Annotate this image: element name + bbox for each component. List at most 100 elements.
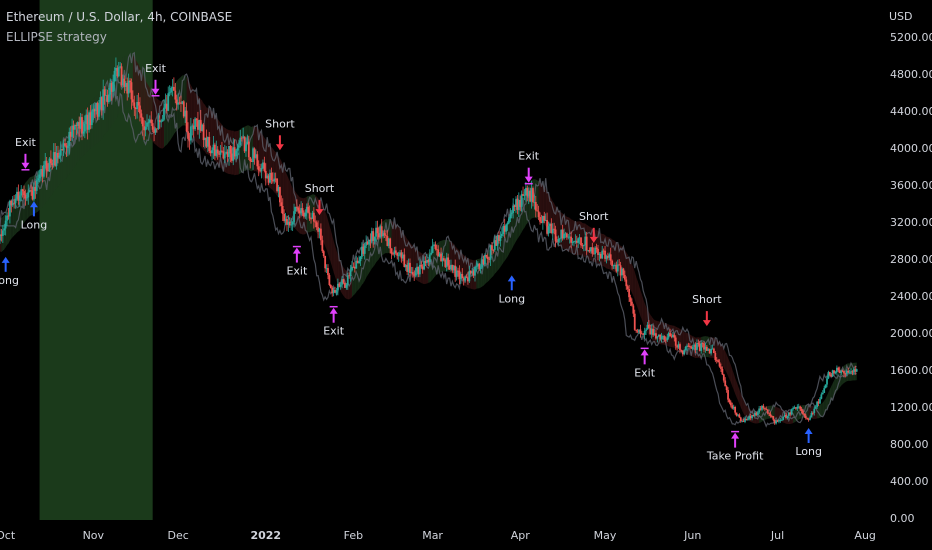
- candle[interactable]: [226, 151, 229, 157]
- candle[interactable]: [271, 180, 274, 182]
- candle[interactable]: [551, 228, 554, 234]
- candle[interactable]: [582, 245, 585, 247]
- candle[interactable]: [483, 255, 486, 265]
- candle[interactable]: [493, 240, 496, 250]
- candle[interactable]: [816, 401, 819, 408]
- candle[interactable]: [581, 245, 584, 247]
- candle[interactable]: [117, 67, 120, 77]
- candle[interactable]: [851, 371, 854, 373]
- candle[interactable]: [807, 419, 810, 421]
- y-tick-label[interactable]: 3200.00: [890, 216, 932, 229]
- candle[interactable]: [684, 346, 687, 351]
- candle[interactable]: [232, 147, 235, 161]
- candle[interactable]: [496, 235, 499, 246]
- candle[interactable]: [25, 197, 28, 199]
- candle[interactable]: [486, 256, 489, 260]
- candle[interactable]: [672, 334, 674, 338]
- candle[interactable]: [498, 235, 500, 241]
- candle[interactable]: [394, 250, 397, 254]
- candle[interactable]: [124, 83, 127, 87]
- candle[interactable]: [796, 406, 799, 409]
- candle[interactable]: [47, 170, 49, 172]
- candle[interactable]: [458, 270, 461, 280]
- candle[interactable]: [341, 279, 344, 285]
- candle[interactable]: [336, 283, 339, 291]
- signal-label[interactable]: Exit: [15, 136, 37, 149]
- candle[interactable]: [855, 369, 858, 372]
- candle[interactable]: [181, 101, 184, 104]
- candle[interactable]: [368, 239, 370, 245]
- y-tick-label[interactable]: 0.00: [890, 512, 915, 525]
- candle[interactable]: [219, 150, 222, 155]
- candle[interactable]: [86, 115, 89, 130]
- candle[interactable]: [213, 144, 216, 156]
- candle[interactable]: [797, 406, 800, 408]
- x-tick-label[interactable]: Jun: [683, 529, 701, 542]
- candle[interactable]: [37, 178, 40, 181]
- x-tick-label[interactable]: Apr: [511, 529, 531, 542]
- signal-exit-up[interactable]: Exit: [634, 347, 656, 379]
- signal-label[interactable]: Exit: [145, 62, 167, 75]
- candle[interactable]: [834, 371, 837, 374]
- candle[interactable]: [724, 380, 727, 387]
- candle[interactable]: [686, 345, 688, 347]
- candle[interactable]: [69, 131, 72, 137]
- candle[interactable]: [615, 264, 618, 272]
- candle[interactable]: [590, 247, 592, 252]
- candle[interactable]: [167, 93, 170, 111]
- signal-label[interactable]: Long: [0, 274, 19, 287]
- candle[interactable]: [717, 360, 720, 363]
- candle[interactable]: [310, 218, 312, 220]
- candle[interactable]: [202, 124, 205, 141]
- candle[interactable]: [790, 409, 793, 415]
- candle[interactable]: [257, 166, 260, 171]
- candle[interactable]: [79, 117, 82, 129]
- candle[interactable]: [273, 178, 276, 182]
- x-tick-label[interactable]: Jul: [770, 529, 784, 542]
- candle[interactable]: [215, 149, 218, 156]
- candle[interactable]: [843, 371, 845, 374]
- candle[interactable]: [123, 78, 126, 87]
- candle[interactable]: [206, 137, 209, 147]
- signal-long[interactable]: Long: [498, 275, 525, 305]
- candle[interactable]: [201, 124, 204, 131]
- candle[interactable]: [515, 199, 517, 207]
- candle[interactable]: [656, 336, 659, 339]
- candle[interactable]: [185, 110, 188, 132]
- candle[interactable]: [679, 344, 681, 351]
- candle[interactable]: [238, 145, 240, 148]
- candle[interactable]: [499, 236, 502, 241]
- y-tick-label[interactable]: 1200.00: [890, 401, 932, 414]
- candle[interactable]: [667, 333, 670, 338]
- candle[interactable]: [423, 260, 426, 270]
- candle[interactable]: [819, 398, 821, 404]
- candle[interactable]: [718, 362, 721, 367]
- candle[interactable]: [160, 121, 163, 123]
- candle[interactable]: [322, 251, 325, 256]
- candle[interactable]: [623, 274, 626, 280]
- candle[interactable]: [321, 240, 324, 252]
- candle[interactable]: [746, 419, 749, 421]
- candle[interactable]: [503, 225, 506, 232]
- candle[interactable]: [361, 246, 363, 257]
- candle[interactable]: [68, 131, 71, 147]
- candle[interactable]: [500, 234, 503, 237]
- candle[interactable]: [714, 353, 717, 361]
- candle[interactable]: [396, 253, 399, 256]
- signal-long[interactable]: Long: [0, 256, 19, 287]
- candle[interactable]: [739, 417, 742, 422]
- candle[interactable]: [741, 421, 744, 422]
- candle[interactable]: [75, 125, 78, 127]
- candle[interactable]: [440, 253, 442, 262]
- candle[interactable]: [304, 212, 307, 217]
- candle[interactable]: [242, 136, 245, 138]
- candle[interactable]: [55, 152, 58, 166]
- candle[interactable]: [587, 249, 589, 251]
- candle[interactable]: [329, 285, 332, 288]
- candle[interactable]: [65, 145, 68, 148]
- candle[interactable]: [435, 248, 438, 250]
- candle[interactable]: [567, 236, 570, 238]
- candle[interactable]: [204, 137, 206, 141]
- candle[interactable]: [286, 219, 288, 225]
- candle[interactable]: [539, 216, 541, 222]
